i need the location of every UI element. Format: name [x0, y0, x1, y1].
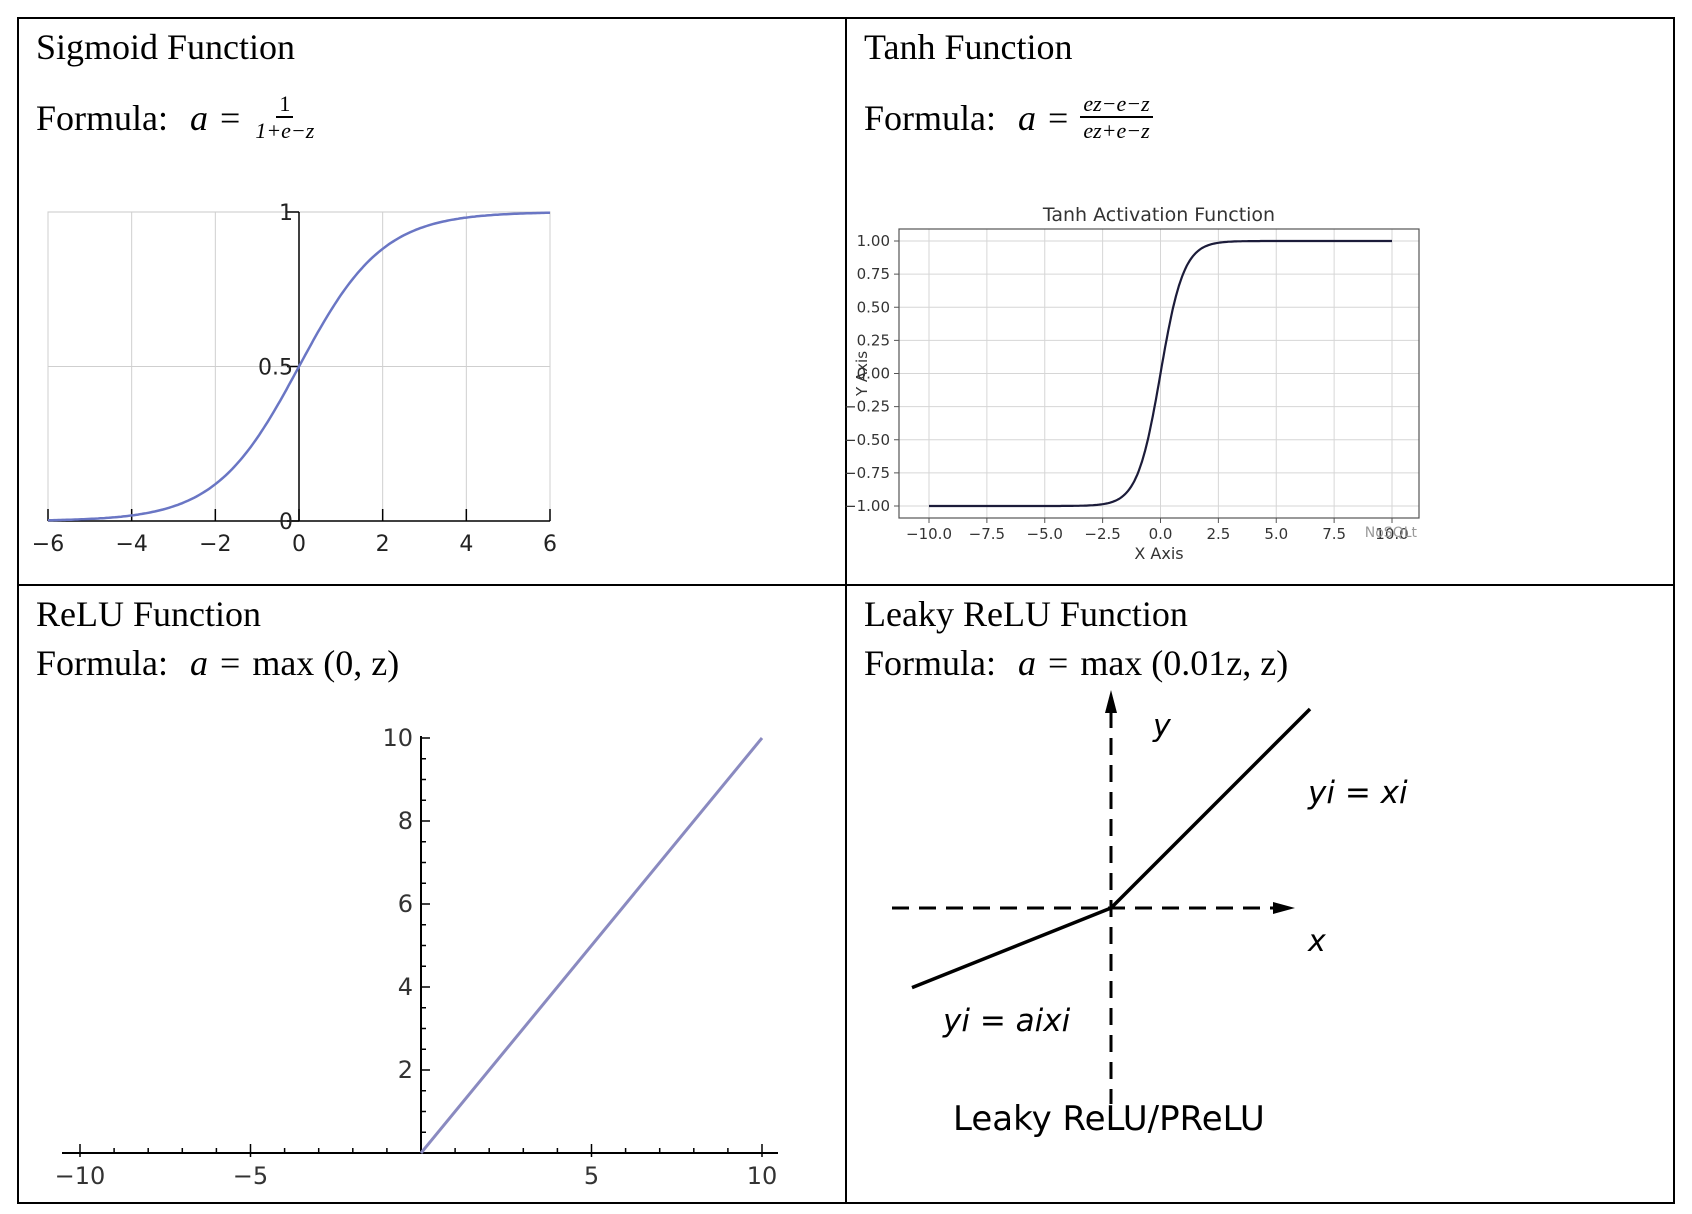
- formula-denominator: ez+e−z: [1083, 118, 1150, 144]
- panel-title: ReLU Function: [36, 594, 261, 634]
- formula-fraction: 1 1+e−z: [252, 91, 317, 145]
- y-tick-label: 6: [398, 890, 413, 918]
- x-tick-label: 2: [376, 532, 390, 557]
- tanh-panel: Tanh Function Formula: a = ez−e−z ez+e−z…: [844, 19, 1673, 586]
- formula-denominator: 1+e−z: [255, 118, 315, 144]
- sigmoid-line: [48, 211, 550, 522]
- y-tick-label: 0.50: [857, 298, 890, 316]
- relu-line: [419, 737, 764, 1154]
- tanh-line: [929, 239, 1392, 508]
- y-tick-label: 0.25: [857, 331, 890, 349]
- x-tick-label: 10.0: [1375, 525, 1408, 543]
- activation-functions-table: Sigmoid Function Formula: a = 1 1+e−z −6…: [17, 17, 1675, 1204]
- formula-lhs: a: [1018, 643, 1036, 683]
- x-tick-label: 4: [459, 532, 473, 557]
- formula: Formula: a = max (0.01z, z): [864, 645, 1288, 681]
- caption: Leaky ReLU/PReLU: [953, 1099, 1265, 1139]
- x-tick-label: −5: [233, 1162, 268, 1190]
- annotation-leaky: yi = aixi: [942, 1003, 1071, 1039]
- x-tick-label: 0: [292, 532, 306, 557]
- x-tick-label: −10: [55, 1162, 106, 1190]
- y-tick-label: 4: [398, 973, 413, 1001]
- x-tick-label: 7.5: [1322, 525, 1346, 543]
- formula-lhs: a: [190, 643, 208, 683]
- leaky-relu-line: [911, 707, 1312, 990]
- y-tick-label: 0.5: [258, 356, 293, 381]
- formula-rhs: max (0.01z, z): [1080, 643, 1289, 683]
- x-tick-label: 5.0: [1264, 525, 1288, 543]
- y-tick-label: 0.75: [857, 265, 890, 283]
- x-tick-label: 10: [747, 1162, 778, 1190]
- y-tick-label: 0.00: [857, 365, 890, 383]
- watermark: NoSQLt: [1365, 525, 1418, 541]
- formula-eq: =: [220, 97, 241, 138]
- formula-label: Formula:: [864, 643, 996, 683]
- x-axis-label: X Axis: [1134, 544, 1183, 563]
- formula-label: Formula:: [864, 97, 996, 138]
- x-axis-label: x: [1307, 924, 1326, 959]
- y-axis-label: Y Axis: [853, 351, 871, 397]
- y-tick-label: −0.25: [844, 398, 890, 416]
- y-tick-label: −1.00: [844, 497, 890, 515]
- x-tick-label: −2.5: [1084, 525, 1120, 543]
- formula-eq: =: [1048, 97, 1069, 138]
- formula-label: Formula:: [36, 643, 168, 683]
- leaky-relu-panel: Leaky ReLU Function Formula: a = max (0.…: [847, 586, 1673, 1202]
- panel-title: Leaky ReLU Function: [864, 594, 1188, 634]
- tanh-chart: Tanh Activation Function −10.0 −7.5 −5.0 −2.…: [844, 204, 1420, 563]
- formula-lhs: a: [190, 97, 208, 138]
- x-tick-label: −4: [115, 532, 147, 557]
- formula-eq: =: [1048, 643, 1069, 683]
- y-tick-label: 10: [382, 724, 413, 752]
- formula-numerator: ez−e−z: [1080, 91, 1153, 119]
- x-tick-label: −7.5: [969, 525, 1005, 543]
- relu-chart: −10 −5 5 10 2 4 6 8 10: [55, 724, 778, 1190]
- y-tick-label: −0.75: [844, 464, 890, 482]
- leaky-relu-chart: y x yi = xi yi = aixi Leaky ReLU/PReLU: [892, 690, 1408, 1139]
- y-axis-arrowhead: [1105, 690, 1117, 713]
- formula: Formula: a = max (0, z): [36, 645, 399, 681]
- x-tick-label: −6: [32, 532, 64, 557]
- panel-title: Tanh Function: [864, 27, 1073, 67]
- sigmoid-chart: −6 −4 −2 0 2 4 6 0 0.5 1: [32, 201, 557, 557]
- annotation-identity: yi = xi: [1307, 775, 1408, 811]
- relu-panel: ReLU Function Formula: a = max (0, z) −1…: [19, 586, 847, 1202]
- x-tick-label: 5: [584, 1162, 599, 1190]
- y-tick-label: 0: [279, 510, 293, 535]
- x-tick-label: −5.0: [1027, 525, 1063, 543]
- x-tick-label: 6: [543, 532, 557, 557]
- formula: Formula: a = 1 1+e−z: [36, 91, 317, 145]
- y-tick-label: 1: [279, 201, 293, 226]
- y-tick-label: −0.50: [844, 431, 890, 449]
- x-tick-label: 0.0: [1149, 525, 1173, 543]
- x-tick-label: 2.5: [1206, 525, 1230, 543]
- formula: Formula: a = ez−e−z ez+e−z: [864, 91, 1153, 145]
- formula-fraction: ez−e−z ez+e−z: [1080, 91, 1153, 145]
- x-tick-label: −2: [199, 532, 231, 557]
- chart-title: Tanh Activation Function: [1042, 204, 1275, 226]
- y-tick-label: 2: [398, 1056, 413, 1084]
- formula-lhs: a: [1018, 97, 1036, 138]
- panel-title: Sigmoid Function: [36, 27, 296, 67]
- formula-eq: =: [220, 643, 241, 683]
- y-axis-label: y: [1152, 709, 1172, 744]
- x-axis-arrowhead: [1273, 902, 1295, 914]
- sigmoid-panel: Sigmoid Function Formula: a = 1 1+e−z −6…: [19, 19, 847, 586]
- y-tick-label: 8: [398, 807, 413, 835]
- formula-label: Formula:: [36, 97, 168, 138]
- formula-numerator: 1: [276, 91, 294, 119]
- formula-rhs: max (0, z): [252, 643, 400, 683]
- x-tick-label: −10.0: [906, 525, 952, 543]
- y-tick-label: 1.00: [857, 232, 890, 250]
